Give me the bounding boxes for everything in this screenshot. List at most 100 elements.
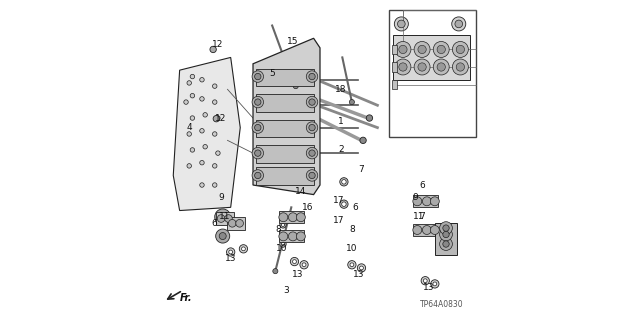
Circle shape [282, 242, 285, 246]
Bar [216, 212, 234, 225]
Text: 16: 16 [301, 203, 313, 212]
Polygon shape [173, 57, 240, 211]
Circle shape [279, 213, 288, 222]
Text: 6: 6 [419, 181, 425, 189]
Text: 5: 5 [269, 69, 275, 78]
Text: 11: 11 [218, 212, 230, 221]
Circle shape [252, 122, 264, 133]
Bar [256, 94, 314, 112]
Circle shape [184, 100, 188, 104]
Circle shape [212, 164, 217, 168]
Circle shape [307, 71, 318, 82]
Circle shape [309, 73, 316, 80]
Circle shape [307, 170, 318, 181]
Circle shape [360, 266, 364, 270]
Circle shape [228, 250, 232, 254]
Circle shape [289, 232, 298, 241]
Text: 7: 7 [459, 82, 465, 91]
Circle shape [241, 247, 245, 251]
Circle shape [349, 100, 355, 105]
Circle shape [200, 78, 204, 82]
Circle shape [413, 226, 422, 234]
Circle shape [342, 202, 346, 206]
Circle shape [307, 147, 318, 159]
Circle shape [418, 63, 426, 71]
Bar [413, 195, 438, 207]
Text: 6: 6 [405, 45, 411, 54]
Circle shape [219, 233, 226, 240]
Text: 11: 11 [413, 212, 425, 221]
Circle shape [456, 63, 465, 71]
Circle shape [203, 145, 207, 149]
Text: 13: 13 [415, 115, 426, 124]
Circle shape [190, 74, 195, 79]
Text: 9: 9 [413, 193, 419, 202]
Circle shape [216, 151, 220, 155]
Circle shape [433, 41, 449, 57]
Circle shape [212, 84, 217, 88]
Text: 8: 8 [276, 225, 282, 234]
Circle shape [190, 93, 195, 98]
Text: 13: 13 [292, 270, 303, 279]
Bar [256, 167, 314, 185]
Circle shape [397, 20, 405, 28]
Text: 10: 10 [346, 244, 358, 253]
Text: 13: 13 [415, 93, 426, 102]
Circle shape [440, 222, 452, 234]
Circle shape [279, 232, 288, 241]
Text: 18: 18 [335, 85, 346, 94]
Polygon shape [253, 38, 320, 195]
Circle shape [430, 197, 439, 206]
Circle shape [187, 164, 191, 168]
Text: 7: 7 [419, 212, 425, 221]
Circle shape [422, 197, 431, 206]
Circle shape [236, 219, 243, 227]
Circle shape [200, 183, 204, 187]
Circle shape [200, 160, 204, 165]
Circle shape [452, 17, 466, 31]
Circle shape [282, 223, 285, 226]
Circle shape [399, 63, 407, 71]
Circle shape [422, 226, 431, 234]
Circle shape [340, 178, 348, 186]
Bar [394, 35, 470, 80]
Circle shape [212, 100, 217, 104]
Bar [256, 69, 314, 86]
Circle shape [239, 245, 248, 253]
Circle shape [437, 45, 445, 54]
Circle shape [431, 280, 439, 288]
Text: 12: 12 [212, 40, 223, 49]
Circle shape [289, 213, 298, 222]
Text: Fr.: Fr. [180, 293, 192, 303]
Text: 13: 13 [353, 270, 364, 279]
Circle shape [418, 45, 426, 54]
Circle shape [200, 97, 204, 101]
Circle shape [443, 225, 449, 231]
Circle shape [302, 263, 306, 267]
Circle shape [309, 99, 316, 105]
Bar [278, 230, 304, 242]
Circle shape [190, 148, 195, 152]
Bar [392, 80, 397, 89]
Circle shape [190, 116, 195, 120]
Circle shape [440, 228, 452, 241]
Circle shape [293, 84, 298, 89]
Text: 9: 9 [218, 193, 224, 202]
Circle shape [348, 261, 356, 269]
Text: 7: 7 [459, 109, 465, 118]
Circle shape [443, 231, 449, 238]
Circle shape [252, 147, 264, 159]
Circle shape [414, 41, 430, 57]
Circle shape [187, 132, 191, 136]
Circle shape [213, 115, 220, 122]
Circle shape [340, 200, 348, 208]
Circle shape [228, 219, 236, 227]
Circle shape [399, 45, 407, 54]
Bar [256, 145, 314, 163]
Circle shape [452, 41, 468, 57]
Circle shape [443, 241, 449, 247]
Circle shape [187, 81, 191, 85]
Circle shape [296, 213, 305, 222]
Circle shape [255, 150, 261, 156]
Bar [413, 224, 438, 236]
